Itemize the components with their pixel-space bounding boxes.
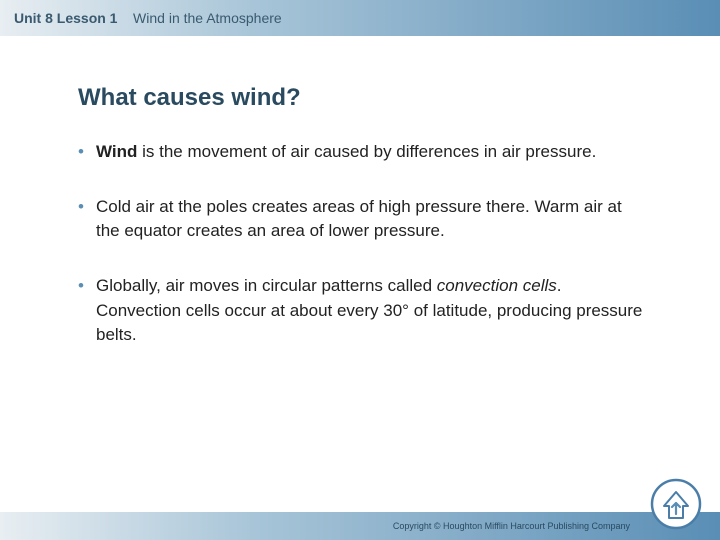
bullet-item: Globally, air moves in circular patterns… (78, 274, 650, 348)
content-area: What causes wind? Wind is the movement o… (0, 36, 720, 348)
bullet-item: Cold air at the poles creates areas of h… (78, 195, 650, 244)
bullet-italic: convection cells (437, 276, 557, 295)
page-title: What causes wind? (78, 84, 650, 112)
topic-label: Wind in the Atmosphere (133, 10, 282, 26)
bullet-text: Globally, air moves in circular patterns… (96, 276, 437, 295)
unit-label: Unit 8 (14, 10, 53, 26)
header-bar: Unit 8 Lesson 1 Wind in the Atmosphere (0, 0, 720, 36)
bullet-text: Cold air at the poles creates areas of h… (96, 197, 622, 241)
header-text: Unit 8 Lesson 1 Wind in the Atmosphere (14, 10, 282, 26)
lesson-label: Lesson 1 (57, 10, 118, 26)
home-icon (650, 478, 702, 530)
bullet-item: Wind is the movement of air caused by di… (78, 140, 650, 165)
bullet-list: Wind is the movement of air caused by di… (78, 140, 650, 348)
bullet-bold-lead: Wind (96, 142, 137, 161)
footer-bar: Copyright © Houghton Mifflin Harcourt Pu… (0, 512, 720, 540)
copyright-text: Copyright © Houghton Mifflin Harcourt Pu… (393, 521, 630, 531)
home-button[interactable] (650, 478, 702, 530)
bullet-text: is the movement of air caused by differe… (137, 142, 596, 161)
